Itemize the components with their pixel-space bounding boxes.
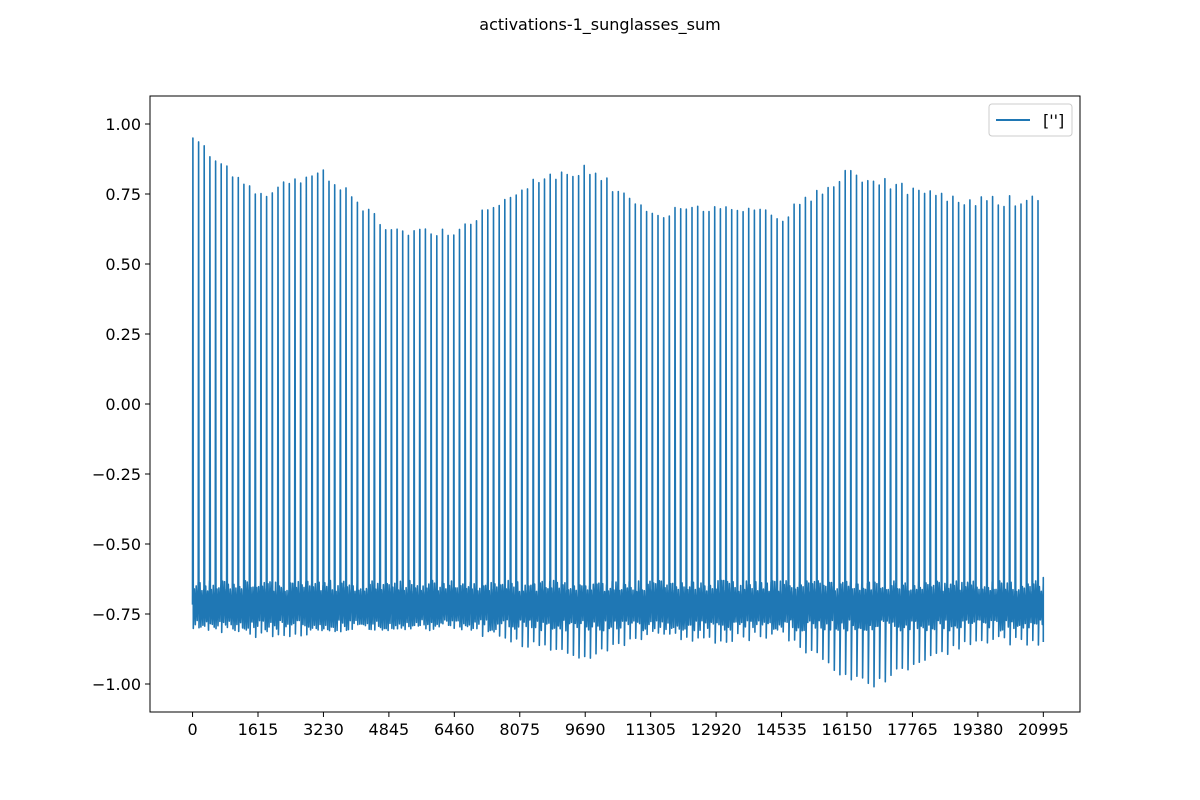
x-tick-label: 16150 <box>822 720 873 739</box>
legend-label: [''] <box>1043 111 1064 130</box>
x-tick-label: 11305 <box>625 720 676 739</box>
y-tick-label: 0.50 <box>105 255 141 274</box>
y-tick-label: −1.00 <box>92 675 141 694</box>
x-tick-label: 1615 <box>238 720 279 739</box>
y-tick-label: 0.25 <box>105 325 141 344</box>
legend-frame <box>988 103 1073 137</box>
x-tick-label: 12920 <box>691 720 742 739</box>
y-tick-label: −0.75 <box>92 605 141 624</box>
x-tick-label: 0 <box>187 720 197 739</box>
y-tick-label: −0.50 <box>92 535 141 554</box>
y-tick-label: 1.00 <box>105 115 141 134</box>
series-line <box>191 137 1045 688</box>
y-tick-label: 0.00 <box>105 395 141 414</box>
legend: [''] <box>988 103 1073 137</box>
x-axis: 0 1615 3230 4845 6460 8075 9690 11305 12920 14535… <box>187 712 1069 739</box>
x-tick-label: 9690 <box>565 720 606 739</box>
x-tick-label: 14535 <box>756 720 807 739</box>
x-tick-label: 8075 <box>499 720 540 739</box>
x-tick-label: 19380 <box>952 720 1003 739</box>
plot-area <box>191 137 1045 688</box>
y-tick-label: 0.75 <box>105 185 141 204</box>
x-tick-label: 6460 <box>434 720 475 739</box>
x-tick-label: 3230 <box>303 720 344 739</box>
x-tick-label: 17765 <box>887 720 938 739</box>
chart-title: activations-1_sunglasses_sum <box>479 15 720 35</box>
y-tick-label: −0.25 <box>92 465 141 484</box>
x-tick-label: 4845 <box>369 720 410 739</box>
x-tick-label: 20995 <box>1018 720 1069 739</box>
y-axis: −1.00 −0.75 −0.50 −0.25 0.00 0.25 0.50 0.75 1.00 <box>92 115 150 694</box>
